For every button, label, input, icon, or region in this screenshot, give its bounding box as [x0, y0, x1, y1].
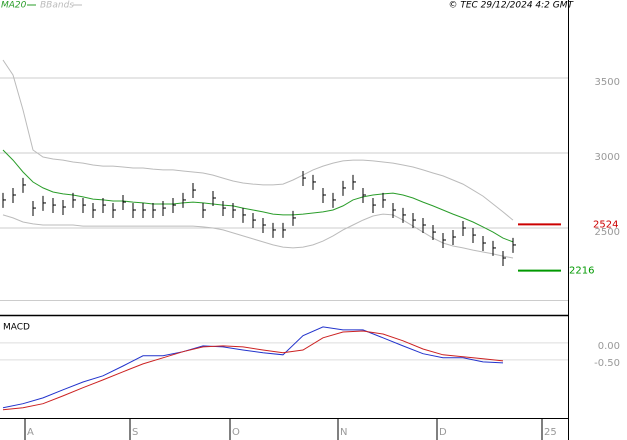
y-tick-label: 3500 [595, 77, 620, 88]
x-tick-label: A [27, 427, 34, 438]
macd-line [2, 330, 504, 411]
y-tick-label: 3000 [595, 152, 620, 163]
band-line [2, 59, 514, 221]
macd-line [2, 326, 504, 409]
y-tick-label: -0.50 [594, 358, 620, 369]
bbands-legend: BBands [40, 1, 74, 11]
x-tick-label: 25 [544, 427, 557, 438]
macd-title: MACD [3, 323, 30, 333]
band-line [2, 213, 514, 259]
level-label: 2524 [593, 219, 618, 230]
x-tick-label: O [232, 427, 240, 438]
x-tick-label: N [340, 427, 347, 438]
ma-legend: MA20 [1, 1, 27, 11]
y-tick-label: 2500 [595, 227, 620, 238]
credit: © TEC 29/12/2024 4:2 GMT [448, 1, 574, 11]
y-tick-label: 0.00 [598, 341, 620, 352]
x-tick-label: D [439, 427, 447, 438]
x-tick-label: S [132, 427, 138, 438]
ma-line [2, 149, 514, 243]
level-label: 2216 [569, 266, 594, 277]
